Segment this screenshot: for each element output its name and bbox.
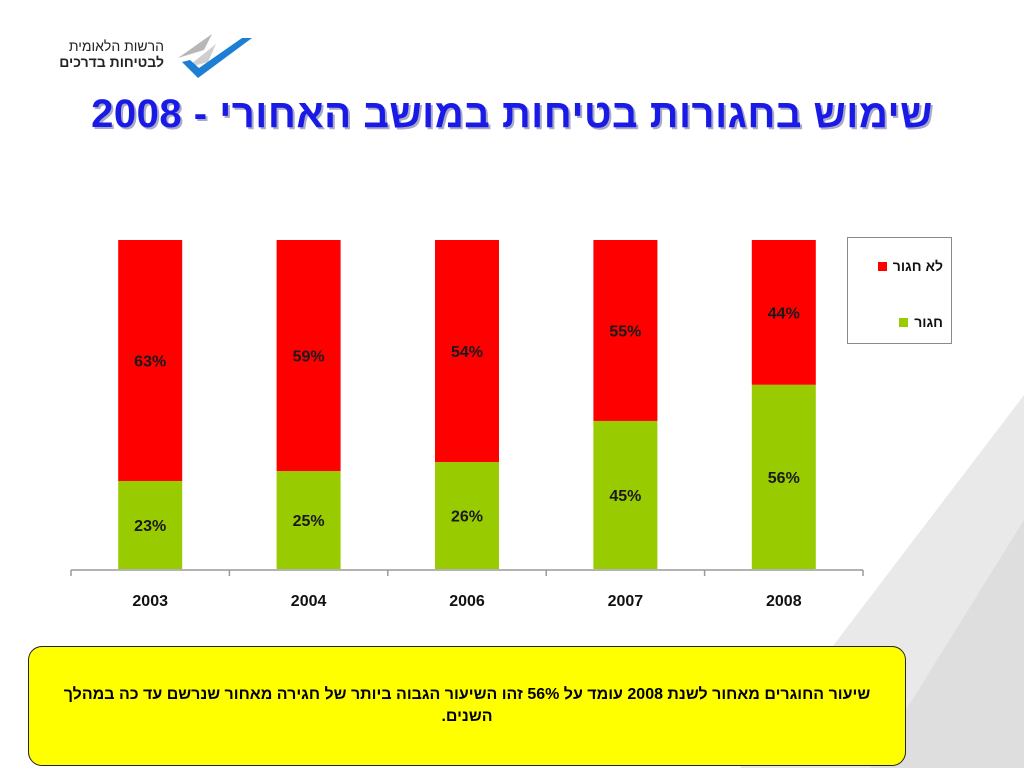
data-label-unbelted-2008: 44% [768, 305, 800, 322]
x-tick-label-2008: 2008 [766, 593, 802, 610]
bar-unbelted-2003 [118, 240, 183, 482]
legend-swatch-unbelted [877, 261, 887, 271]
legend-label-unbelted: לא חגור [892, 258, 943, 274]
logo-line-1: הרשות הלאומית [68, 38, 164, 54]
bar-belted-2004 [276, 471, 341, 569]
bar-belted-2007 [593, 420, 658, 569]
bar-unbelted-2006 [435, 240, 499, 463]
legend-label-belted: חגור [914, 314, 943, 330]
chart-legend: לא חגור חגור [847, 237, 952, 344]
x-tick-label-2007: 2007 [608, 593, 644, 610]
bar-belted-2003 [118, 481, 183, 569]
data-label-belted-2006: 26% [451, 509, 483, 526]
summary-note-box: שיעור החוגרים מאחור לשנת 2008 עומד על 56… [28, 646, 906, 766]
data-label-belted-2008: 56% [768, 470, 800, 487]
data-label-unbelted-2004: 59% [293, 349, 325, 366]
data-label-unbelted-2006: 54% [451, 344, 483, 361]
bar-unbelted-2008 [751, 240, 816, 385]
data-label-unbelted-2003: 63% [134, 354, 166, 371]
checkmark-logo-icon [178, 34, 252, 78]
bar-unbelted-2004 [276, 240, 341, 472]
legend-swatch-belted [899, 317, 909, 327]
bar-belted-2008 [751, 384, 816, 569]
logo: הרשות הלאומית לבטיחות בדרכים [36, 28, 256, 88]
data-label-belted-2004: 25% [293, 513, 325, 530]
page-title: שימוש בחגורות בטיחות במושב האחורי - 2008 [91, 92, 933, 136]
logo-line-2: לבטיחות בדרכים [59, 54, 164, 70]
legend-item-unbelted: לא חגור [877, 258, 943, 274]
data-label-belted-2007: 45% [609, 488, 641, 505]
logo-text: הרשות הלאומית לבטיחות בדרכים [59, 38, 164, 70]
data-label-belted-2003: 23% [134, 518, 166, 535]
legend-item-belted: חגור [899, 314, 943, 330]
x-tick-label-2006: 2006 [449, 593, 485, 610]
x-tick-label-2004: 2004 [291, 593, 327, 610]
bar-belted-2006 [435, 462, 499, 569]
bar-unbelted-2007 [593, 240, 658, 421]
data-label-unbelted-2007: 55% [609, 323, 641, 340]
x-tick-label-2003: 2003 [132, 593, 168, 610]
summary-note-text: שיעור החוגרים מאחור לשנת 2008 עומד על 56… [63, 686, 871, 725]
